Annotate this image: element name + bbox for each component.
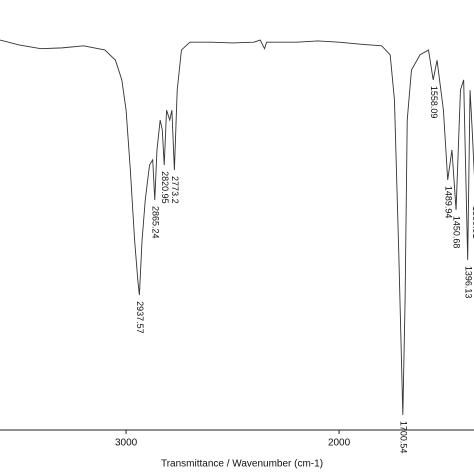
x-axis-label: Transmittance / Wavenumber (cm-1) — [161, 459, 323, 470]
peak-label: 1700.54 — [398, 421, 408, 454]
peak-label: 1396.13 — [463, 266, 473, 299]
peak-label: 1359.01 — [471, 206, 474, 239]
x-tick-label: 3000 — [115, 438, 138, 449]
spectrum-line — [0, 39, 474, 415]
peak-label: 2773.2 — [170, 176, 180, 204]
peak-label: 2937.57 — [135, 301, 145, 334]
peak-label: 1558.09 — [429, 86, 439, 119]
peak-label: 2820.95 — [160, 171, 170, 204]
peak-label: 1489.94 — [443, 186, 453, 219]
peak-label: 2865.24 — [150, 206, 160, 239]
x-tick-label: 2000 — [328, 438, 351, 449]
peak-label: 1450.68 — [452, 216, 462, 249]
